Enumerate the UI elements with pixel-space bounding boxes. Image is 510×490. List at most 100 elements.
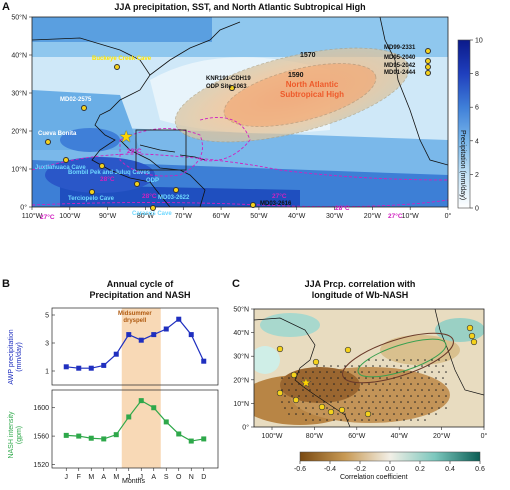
lat-tick-label: 0° [242,424,249,432]
data-point [63,432,69,438]
lon-tick-label: 110°W [22,212,43,220]
y-tick-label: 1 [45,369,49,376]
site-marker [338,406,346,414]
lat-tick-label: 50°N [11,14,27,22]
colorbar-tick-label: 0.2 [415,466,425,473]
site-label: MD99-2331 [384,45,416,51]
site-marker [99,163,105,169]
panel-c-letter: C [232,278,240,290]
panel-b-title: Annual cycle of Precipitation and NASH [70,279,210,301]
lon-tick-label: 70°W [175,212,193,220]
dryspell-label: Midsummer dryspell [118,311,152,325]
site-label: ODP [146,178,160,184]
panel-a-title: JJA precipitation, SST, and North Atlant… [114,2,366,12]
contour-1570-label: 1570 [300,52,316,59]
lon-tick-label: 40°W [391,432,409,440]
panel-b-xlabel: Months [122,478,145,485]
data-point [88,365,94,371]
data-point [126,332,132,338]
site-label: MD01-2444 [384,70,416,76]
site-marker [114,64,120,70]
colorbar-tick-label: -0.4 [324,466,336,473]
data-point [188,332,194,338]
data-point [201,436,207,442]
colorbar-tick-label: -0.6 [294,466,306,473]
colorbar-tick-label: 10 [475,38,483,45]
month-tick-label: N [189,474,194,481]
sst-label: 28°C [100,176,115,183]
site-marker [276,389,284,397]
site-marker [312,358,320,366]
lon-tick-label: 60°W [348,432,366,440]
site-marker [327,408,335,416]
site-marker [173,187,179,193]
site-label: MD03-2622 [158,195,190,201]
lat-tick-label: 30°N [233,353,249,361]
lon-tick-label: 100°W [59,212,80,220]
panel-b-ylabel-top: AWP precipitation (mm/day) [8,322,24,392]
site-label: Buckeye Creek Cave [92,56,152,62]
sst-label: 28°C [142,193,157,200]
lat-tick-label: 10°N [233,400,249,408]
data-point [151,332,157,338]
colorbar-tick-label: 0.0 [385,466,395,473]
site-label: MD95-2040 [384,55,416,61]
nash-label: North Atlantic Subtropical High [280,80,344,100]
month-tick-label: S [164,474,169,481]
site-marker [250,202,256,208]
data-point [201,358,207,364]
lon-tick-label: 90°W [99,212,117,220]
panel-b-title-line1: Annual cycle of [106,279,174,289]
lon-tick-label: 20°W [364,212,382,220]
panel-b-ylabel-bottom: NASH intensity (gpm) [8,402,24,468]
panel-c-title-line1: JJA Prcp. correlation with [304,279,416,289]
y-tick-label: 5 [45,313,49,320]
lon-tick-label: 30°W [326,212,344,220]
site-label: Terciopelo Cave [68,196,114,202]
panel-a-lat-ticks: 50°N 40°N 30°N 20°N 10°N 0° [11,14,32,212]
site-label: ODP Site 1063 [206,84,247,90]
panel-b-ylabel-top-2: (mm/day) [16,342,23,372]
data-point [176,431,182,437]
site-marker [468,332,476,340]
panel-c-colorbar-label: Correlation coefficient [340,474,408,481]
dryspell-line2: dryspell [123,318,147,324]
panel-b-ylabel-bottom-2: (gpm) [16,425,23,445]
site-marker [364,410,372,418]
site-marker [89,189,95,195]
site-marker [290,371,298,379]
lat-tick-label: 10°N [11,166,27,174]
lat-tick-label: 20°N [11,128,27,136]
panel-c-title: JJA Prcp. correlation with longitude of … [290,279,430,301]
panel-b-title-line2: Precipitation and NASH [89,290,191,300]
lat-tick-label: 50°N [233,306,249,314]
site-label: Caracos Cave [132,211,172,217]
panel-c-colorbar [299,451,481,462]
site-label: MD03-2616 [260,201,292,207]
colorbar-tick-label: 0.4 [445,466,455,473]
data-point [138,337,144,343]
site-marker [150,205,156,211]
y-tick-label: 1600 [33,405,49,412]
lon-tick-label: 50°W [250,212,268,220]
panel-a-colorbar-ticks: 10 8 6 4 2 0 [470,38,483,213]
colorbar-tick-label: 0.6 [475,466,485,473]
month-tick-label: J [140,474,144,481]
panel-a-map: 50°N40°N30°N20°N10°N0° 110°W 100°W 90°W 80°… [11,14,483,221]
dryspell-band [121,308,161,468]
site-marker [81,105,87,111]
site-label: MD02-2575 [60,97,92,103]
site-marker [466,324,474,332]
month-tick-label: M [113,474,119,481]
month-tick-label: J [127,474,131,481]
nash-label-line2: Subtropical High [280,90,344,99]
colorbar-tick-label: 8 [475,71,479,78]
site-label: MD95-2042 [384,63,416,69]
sst-label: 27°C [272,193,287,200]
data-point [113,432,119,438]
lon-tick-label: 20°W [433,432,451,440]
site-marker [425,64,431,70]
panel-c-colorbar-ticks: -0.6 -0.4 -0.2 0.0 0.2 0.4 0.6 [294,461,485,473]
site-label: KNR191-CDH19 [206,76,251,82]
